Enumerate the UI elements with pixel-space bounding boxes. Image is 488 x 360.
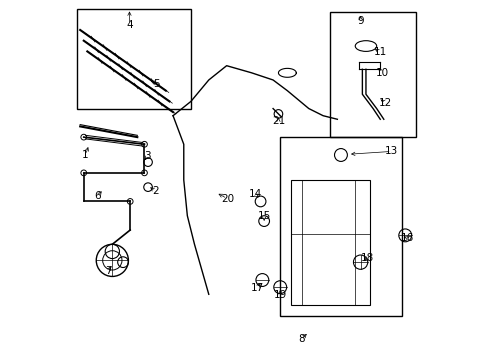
Circle shape (127, 199, 133, 204)
Text: 5: 5 (153, 78, 160, 89)
Bar (280, 137, 401, 316)
Text: 3: 3 (144, 151, 150, 161)
Text: 7: 7 (104, 266, 111, 276)
Text: 20: 20 (221, 194, 233, 203)
Circle shape (81, 134, 86, 140)
Text: 2: 2 (152, 186, 158, 197)
Circle shape (142, 141, 147, 147)
Bar (77, 9, 190, 109)
Text: 10: 10 (375, 68, 388, 78)
Text: 17: 17 (250, 283, 263, 293)
Text: 19: 19 (273, 290, 286, 300)
Circle shape (81, 170, 86, 176)
Text: 9: 9 (357, 16, 363, 26)
Bar (290, 180, 369, 305)
Text: 6: 6 (95, 191, 101, 201)
Circle shape (142, 170, 147, 176)
Text: 16: 16 (400, 233, 413, 243)
Text: 18: 18 (360, 253, 374, 263)
Text: 8: 8 (298, 334, 305, 344)
Text: 14: 14 (248, 189, 261, 199)
Bar (329, 12, 415, 137)
Text: 21: 21 (271, 116, 285, 126)
Text: 1: 1 (82, 150, 89, 160)
Text: 15: 15 (257, 211, 270, 221)
Text: 11: 11 (373, 47, 386, 57)
Text: 12: 12 (378, 98, 391, 108)
Text: 13: 13 (384, 147, 398, 157)
Text: 4: 4 (126, 19, 133, 30)
